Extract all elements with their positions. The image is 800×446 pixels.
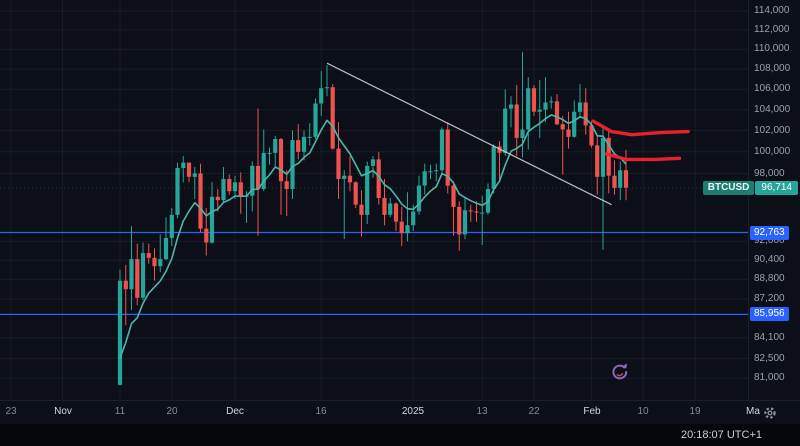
price-tick-label: 112,000	[754, 24, 790, 35]
red-marker-drawing[interactable]	[604, 152, 682, 162]
price-tick-label: 104,000	[754, 104, 791, 115]
price-tick-label: 98,000	[754, 168, 785, 179]
trendline-drawing[interactable]	[326, 62, 612, 206]
price-tick-label: 102,000	[754, 125, 791, 136]
candlestick-chart[interactable]	[0, 0, 748, 400]
clock: 20:18:07 UTC+1	[680, 429, 762, 441]
price-tick-label: 84,100	[754, 332, 785, 343]
settings-gear-icon[interactable]	[762, 405, 778, 421]
candles	[117, 52, 629, 385]
price-level-badge: 85,956	[750, 307, 789, 321]
price-tick-label: 87,200	[754, 293, 785, 304]
time-tick-label: 20	[166, 406, 178, 417]
time-tick-label: 16	[315, 406, 327, 417]
price-tick-label: 90,400	[754, 254, 785, 265]
last-price-value: 96,714	[755, 181, 798, 195]
time-tick-label: 10	[637, 406, 649, 417]
price-tick-label: 114,000	[754, 5, 790, 16]
price-axis[interactable]: BTCUSD 96,714 114,000 112,000 110,000 108,0…	[702, 0, 800, 400]
replay-refresh-icon[interactable]	[609, 361, 631, 383]
red-marker-drawing[interactable]	[591, 119, 690, 137]
price-tick-label: 110,000	[754, 43, 790, 54]
chart-plot-area[interactable]	[0, 0, 748, 400]
time-tick-label: 22	[528, 406, 540, 417]
price-tick-label: 100,000	[754, 146, 791, 157]
bottom-status-bar: 20:18:07 UTC+1	[0, 424, 800, 446]
time-tick-label: Feb	[583, 406, 601, 417]
moving-average-line	[119, 114, 627, 359]
time-axis[interactable]: 23 Nov 11 20 Dec 16 2025 13 22 Feb 10 19 Ma	[0, 400, 800, 425]
time-tick-label: Dec	[226, 406, 244, 417]
price-tick-label: 106,000	[754, 83, 791, 94]
grid-lines	[0, 0, 748, 400]
symbol-label: BTCUSD	[702, 181, 755, 195]
time-tick-label: 2025	[401, 406, 425, 417]
last-price-badge: BTCUSD 96,714	[702, 181, 798, 195]
price-tick-label: 88,800	[754, 273, 785, 284]
time-tick-label: 19	[689, 406, 701, 417]
price-tick-label: 82,500	[754, 353, 785, 364]
time-tick-label: 13	[476, 406, 488, 417]
time-tick-label: Ma	[746, 406, 760, 417]
price-tick-label: 92,000	[754, 235, 785, 246]
price-tick-label: 81,000	[754, 372, 785, 383]
time-labels: 23 Nov 11 20 Dec 16 2025 13 22 Feb 10 19 Ma	[0, 401, 760, 425]
time-tick-label: Nov	[54, 406, 72, 417]
price-tick-label: 108,000	[754, 63, 791, 74]
time-tick-label: 23	[5, 406, 17, 417]
price-level-badge: 92,763	[750, 226, 789, 240]
time-tick-label: 11	[114, 406, 126, 417]
